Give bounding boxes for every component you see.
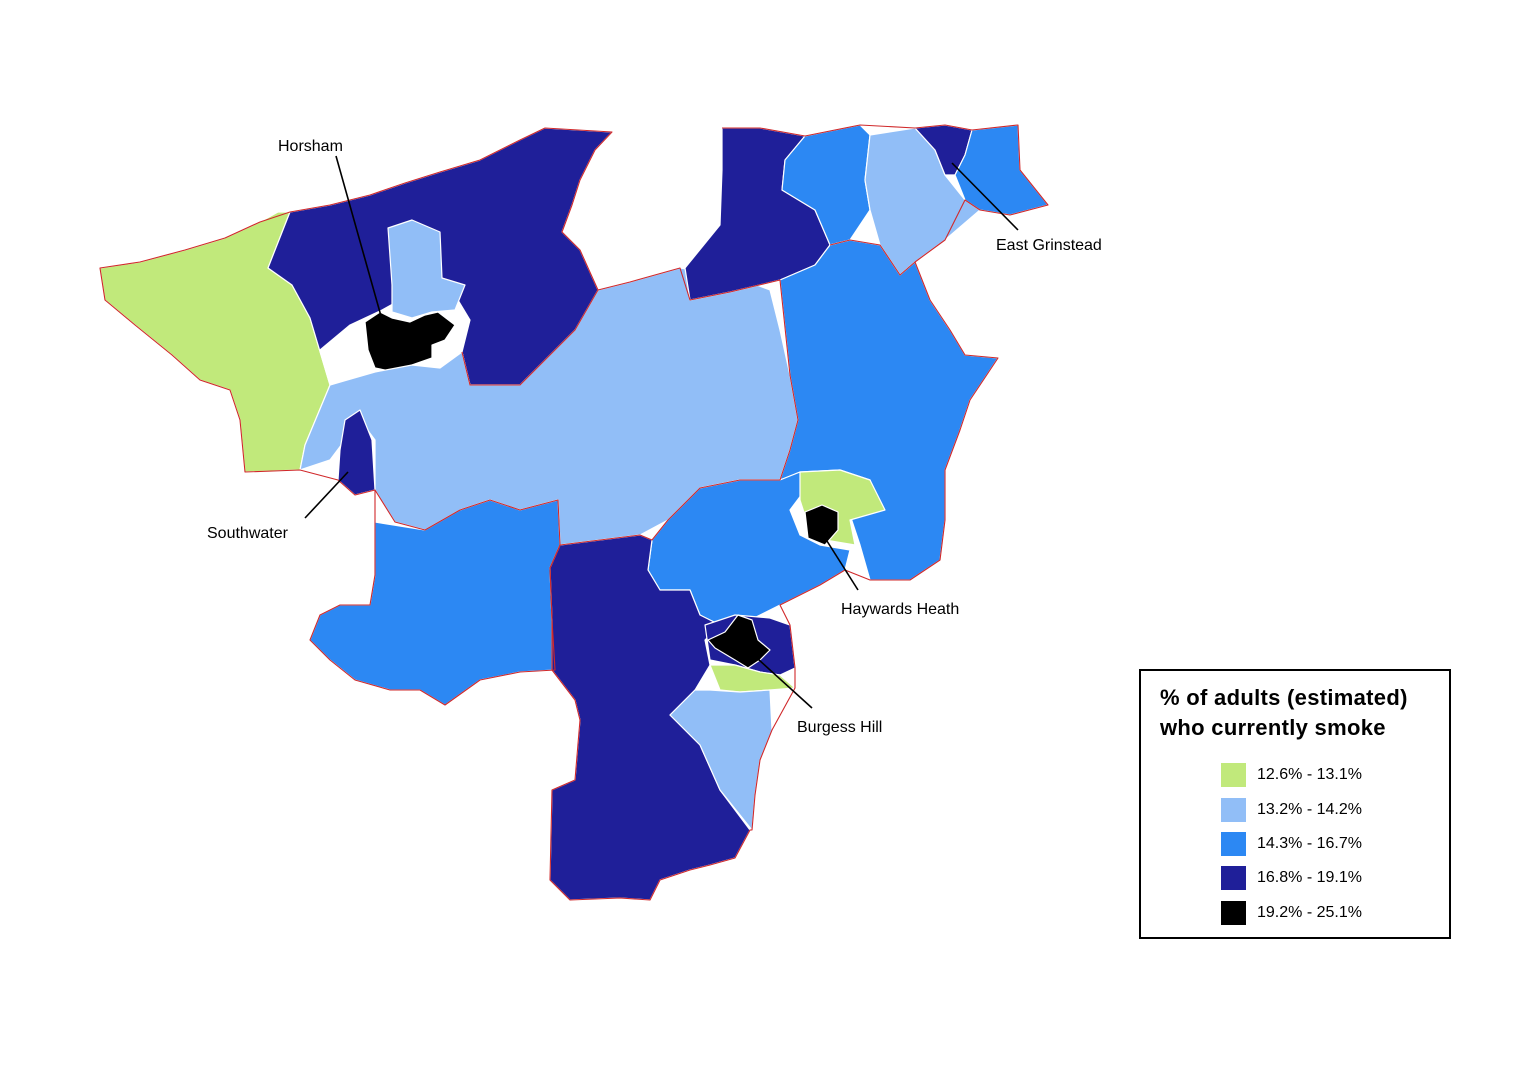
legend-label: 13.2% - 14.2% xyxy=(1257,801,1362,818)
town-label-horsham: Horsham xyxy=(278,138,343,155)
inner-boundary-3 xyxy=(374,489,561,546)
town-label-southwater: Southwater xyxy=(207,525,288,542)
inner-boundary-2 xyxy=(829,239,916,276)
leader-haywards-heath xyxy=(819,529,859,591)
town-label-burgess-hill: Burgess Hill xyxy=(797,719,883,736)
legend-item: 14.3% - 16.7% xyxy=(1221,832,1362,856)
legend-label: 16.8% - 19.1% xyxy=(1257,869,1362,886)
leader-southwater xyxy=(304,471,349,519)
region-horsham-north xyxy=(387,219,466,319)
legend-label: 12.6% - 13.1% xyxy=(1257,766,1362,783)
legend-item: 19.2% - 25.1% xyxy=(1221,901,1362,925)
leader-burgess-hill xyxy=(747,649,813,709)
inner-boundary-1 xyxy=(461,289,599,386)
leader-horsham xyxy=(335,155,391,349)
map-legend: % of adults (estimated) who currently sm… xyxy=(1139,669,1451,939)
town-label-haywards-heath: Haywards Heath xyxy=(841,601,960,618)
legend-title: % of adults (estimated) who currently sm… xyxy=(1160,683,1408,743)
legend-title-line-1: % of adults (estimated) xyxy=(1160,685,1408,710)
legend-title-line-2: who currently smoke xyxy=(1160,715,1386,740)
legend-swatch xyxy=(1221,832,1246,856)
legend-item: 12.6% - 13.1% xyxy=(1221,763,1362,787)
legend-label: 14.3% - 16.7% xyxy=(1257,835,1362,852)
legend-swatch xyxy=(1221,901,1246,925)
district-boundary-horsham xyxy=(99,127,799,706)
region-horsham-town xyxy=(364,311,456,373)
legend-item: 16.8% - 19.1% xyxy=(1221,866,1362,890)
legend-label: 19.2% - 25.1% xyxy=(1257,904,1362,921)
legend-swatch xyxy=(1221,866,1246,890)
town-label-east-grinstead: East Grinstead xyxy=(996,237,1102,254)
region-burgess-hill-town xyxy=(707,614,771,669)
leader-east-grinstead xyxy=(951,162,1019,231)
legend-swatch xyxy=(1221,798,1246,822)
region-haywards-heath-town xyxy=(804,504,839,546)
district-boundary-mid-sussex xyxy=(549,124,1049,901)
legend-swatch xyxy=(1221,763,1246,787)
legend-item: 13.2% - 14.2% xyxy=(1221,798,1362,822)
